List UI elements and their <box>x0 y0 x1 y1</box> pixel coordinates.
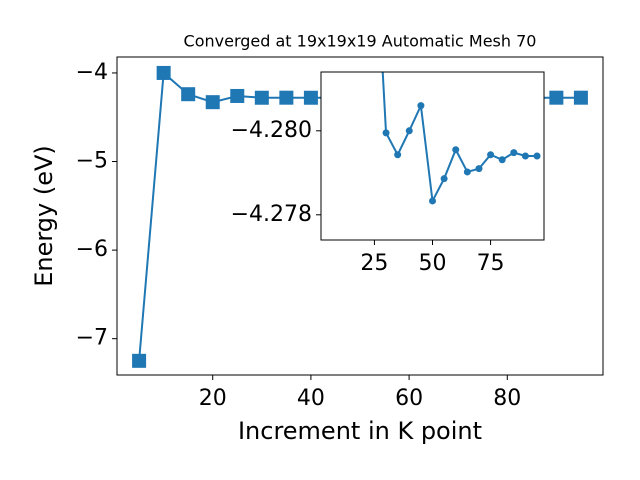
marker <box>303 90 318 105</box>
x-tick-label: 50 <box>419 251 447 276</box>
plot-area <box>321 72 544 240</box>
axes-frame <box>320 71 545 241</box>
x-tick-label: 60 <box>395 386 423 411</box>
marker <box>487 151 495 159</box>
x-tick-label: 25 <box>360 251 388 276</box>
marker <box>452 146 460 154</box>
y-tick-label: −6 <box>76 237 108 262</box>
x-tick-label: 80 <box>493 386 521 411</box>
marker <box>132 353 147 368</box>
marker <box>573 90 588 105</box>
marker <box>405 127 413 135</box>
y-tick-label: −4.278 <box>231 202 312 227</box>
marker <box>394 151 402 159</box>
series <box>381 72 541 205</box>
marker <box>205 95 220 110</box>
marker <box>533 152 541 160</box>
y-tick-label: −5 <box>76 149 108 174</box>
marker <box>382 129 390 137</box>
marker <box>156 65 171 80</box>
x-axis-label: Increment in K point <box>238 417 482 445</box>
marker <box>521 152 529 160</box>
axes-frame <box>116 56 604 376</box>
marker <box>181 87 196 102</box>
marker <box>475 165 483 173</box>
marker <box>510 149 518 157</box>
marker <box>429 197 436 205</box>
y-tick-label: −7 <box>76 326 108 351</box>
y-tick-label: −4 <box>76 60 108 85</box>
marker <box>279 90 294 105</box>
y-tick-label: −4.280 <box>231 118 312 143</box>
marker <box>230 88 245 103</box>
x-tick-label: 20 <box>199 386 227 411</box>
marker <box>463 168 471 176</box>
x-tick-label: 75 <box>477 251 505 276</box>
marker <box>498 156 506 164</box>
marker <box>549 90 564 105</box>
marker <box>254 90 269 105</box>
marker <box>417 102 425 110</box>
chart-title: Converged at 19x19x19 Automatic Mesh 70 <box>184 32 537 51</box>
y-axis-label: Energy (eV) <box>30 145 58 287</box>
marker <box>440 175 448 183</box>
x-tick-label: 40 <box>297 386 325 411</box>
